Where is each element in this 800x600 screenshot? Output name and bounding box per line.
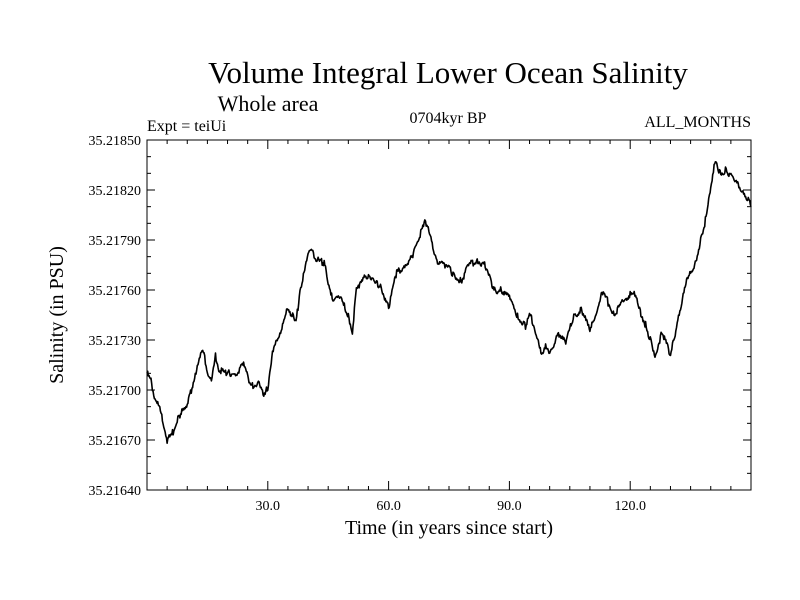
x-axis-label: Time (in years since start) [345,517,553,539]
period-label: 0704kyr BP [410,110,487,127]
y-tick-label: 35.21850 [89,134,142,149]
y-tick-label: 35.21760 [89,284,142,299]
x-tick-label: 30.0 [256,499,281,514]
chart-subtitle: Whole area [218,91,319,116]
x-tick-label: 120.0 [614,499,646,514]
y-axis-label: Salinity (in PSU) [46,246,68,384]
y-tick-label: 35.21790 [89,234,142,249]
x-axis-tick-labels: 30.0 60.0 90.0 120.0 [256,499,646,514]
months-label: ALL_MONTHS [644,114,751,131]
x-tick-label: 60.0 [376,499,401,514]
plot-frame [146,139,752,491]
x-tick-label: 90.0 [497,499,522,514]
y-axis-ticks [147,139,751,491]
y-tick-label: 35.21730 [89,334,142,349]
y-tick-label: 35.21640 [89,484,142,499]
y-tick-label: 35.21820 [89,184,142,199]
y-tick-label: 35.21670 [89,434,142,449]
y-axis-tick-labels: 35.21640 35.21670 35.21700 35.21730 35.21760… [89,134,142,499]
chart-title: Volume Integral Lower Ocean Salinity [208,55,688,90]
y-tick-label: 35.21700 [89,384,142,399]
experiment-label: Expt = teiUi [147,118,227,135]
x-axis-ticks [146,140,752,490]
salinity-series-line [146,161,752,444]
